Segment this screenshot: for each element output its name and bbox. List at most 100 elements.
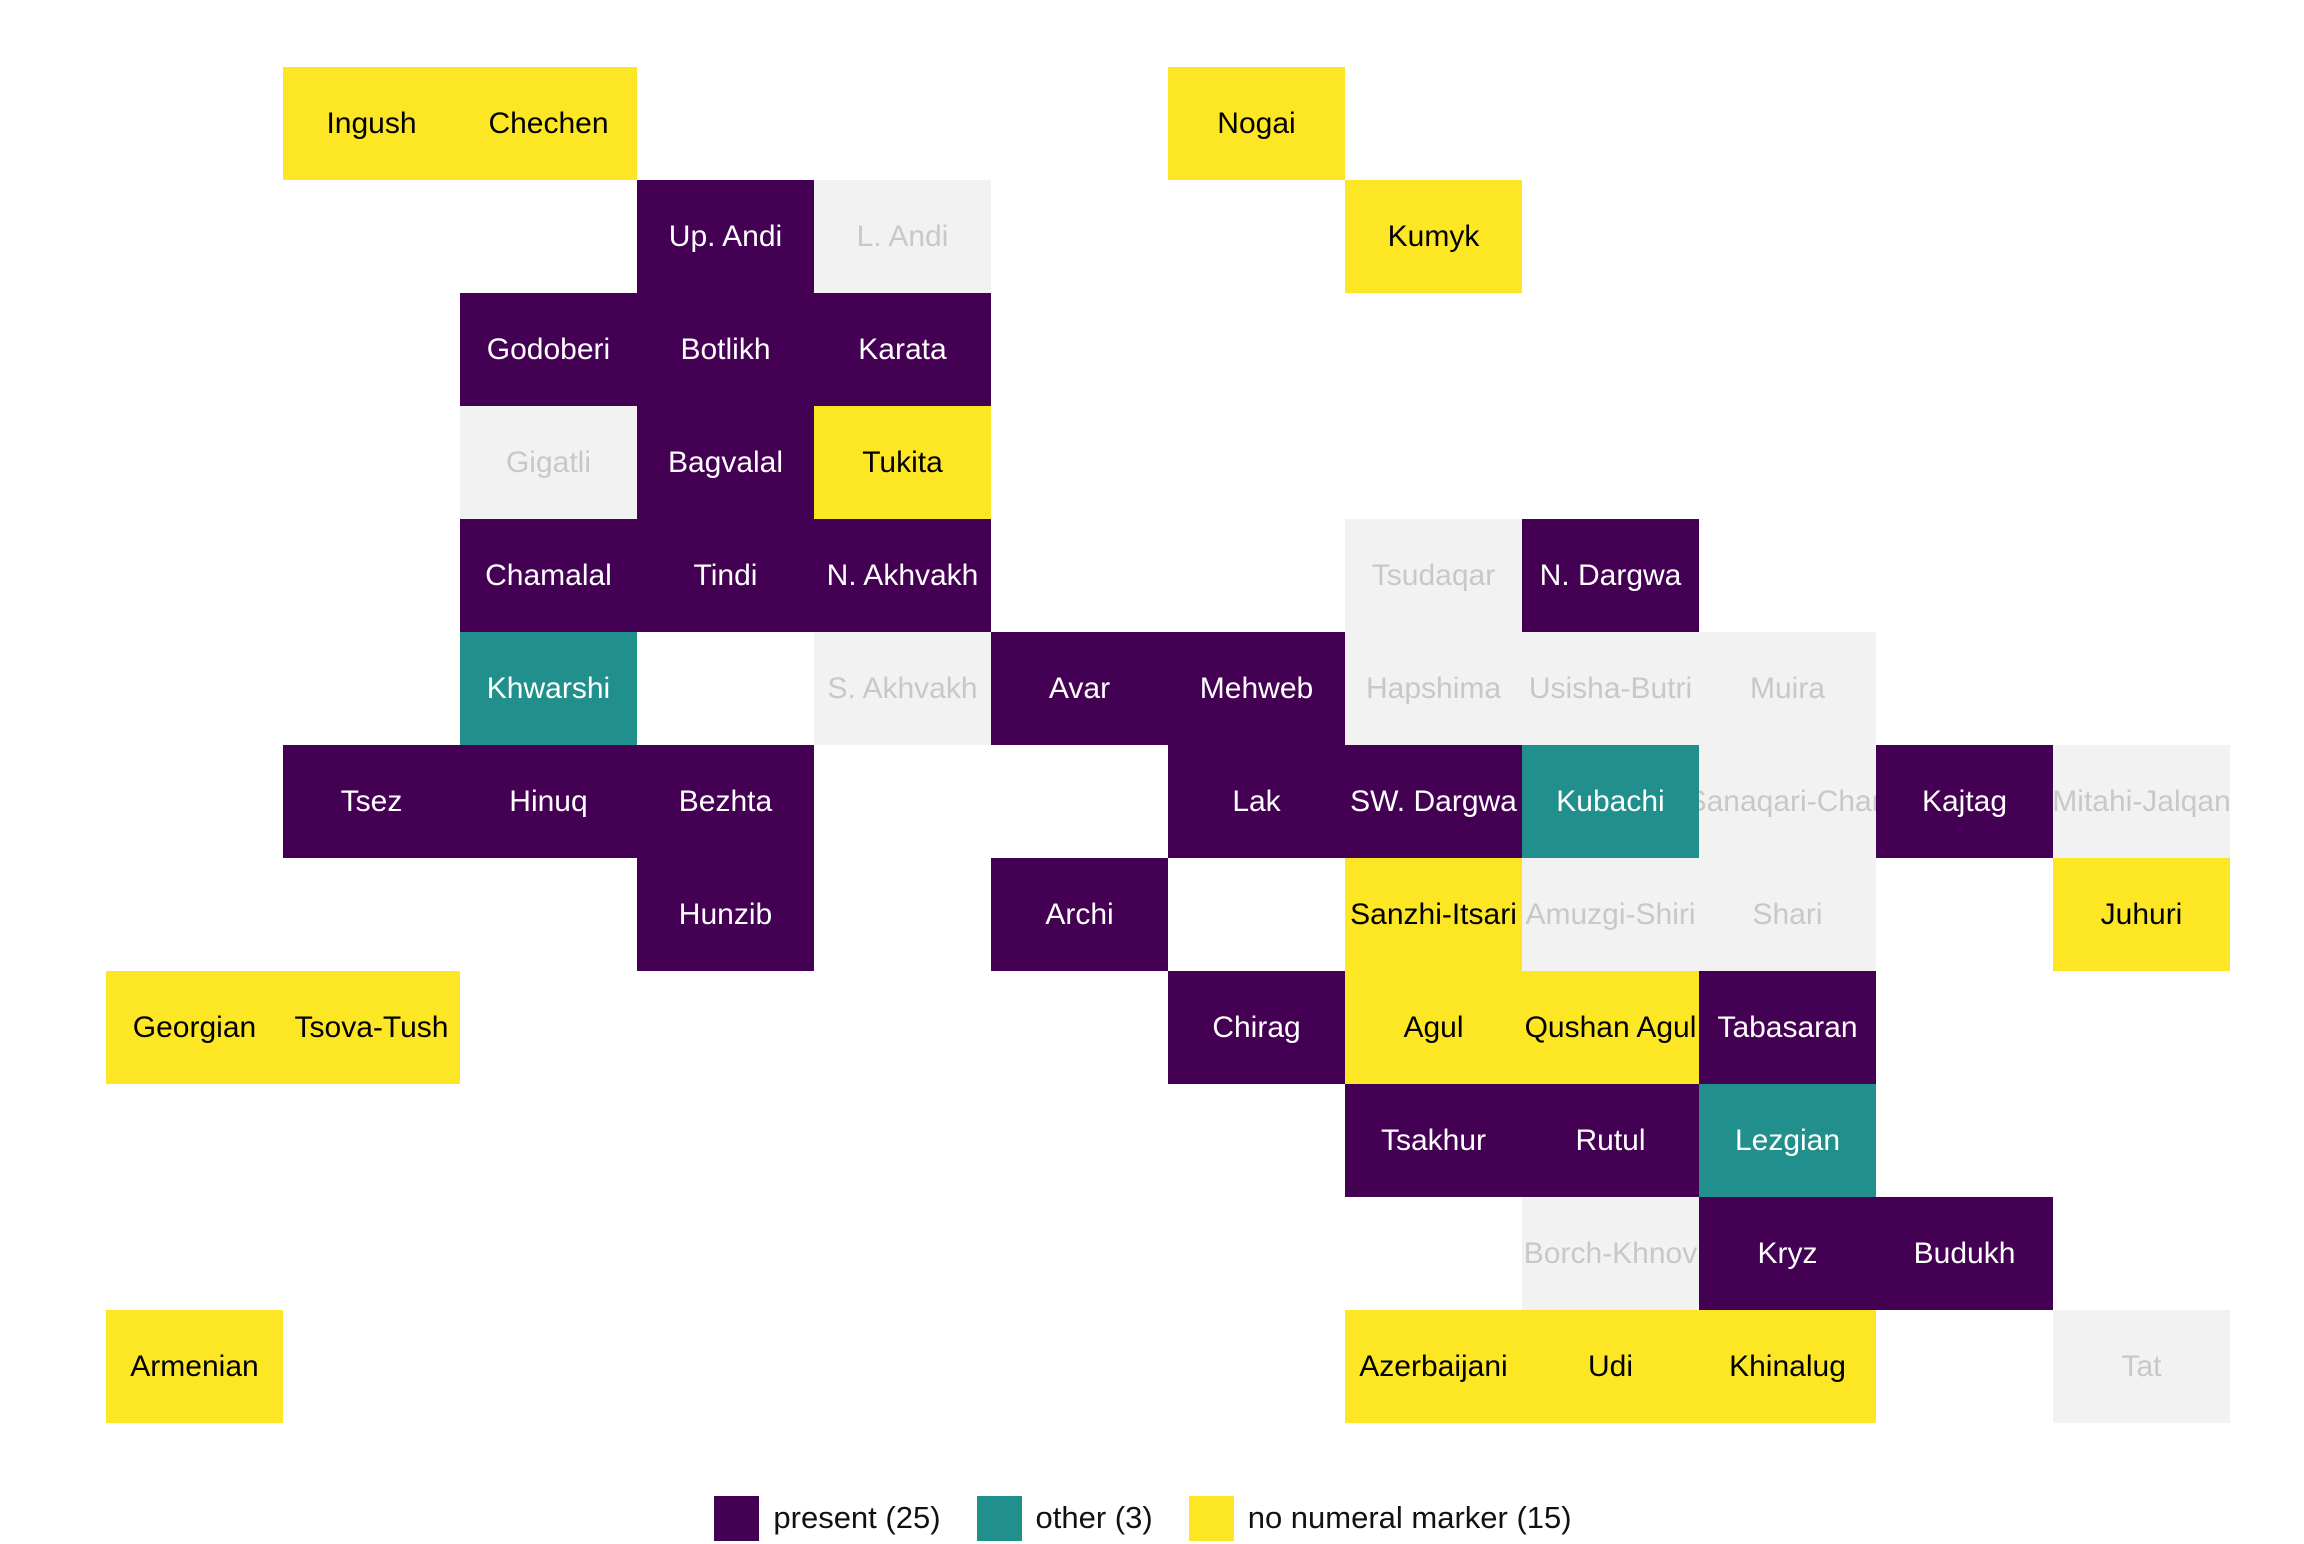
tile-label: Tindi (693, 558, 758, 592)
tile-georgian: Georgian (106, 971, 283, 1084)
legend-item-other: other (3) (976, 1495, 1153, 1541)
tile-mitahi-jalqan: Mitahi-Jalqan (2053, 745, 2230, 858)
tile-label: Borch-Khnov (1523, 1236, 1698, 1270)
tile-label: S. Akhvakh (827, 671, 978, 705)
tile-label: Archi (1045, 897, 1114, 931)
tile-label: N. Dargwa (1539, 558, 1682, 592)
tile-s-akhvakh: S. Akhvakh (814, 632, 991, 745)
tile-amuzgi-shiri: Amuzgi-Shiri (1522, 858, 1699, 971)
tile-label: Tsakhur (1380, 1123, 1487, 1157)
tile-armenian: Armenian (106, 1310, 283, 1423)
tile-shari: Shari (1699, 858, 1876, 971)
tile-label: Chechen (488, 106, 609, 140)
tile-tsakhur: Tsakhur (1345, 1084, 1522, 1197)
tile-l-andi: L. Andi (814, 180, 991, 293)
tile-label: Sanaqari-Chan (1699, 784, 1876, 818)
tile-azerbaijani: Azerbaijani (1345, 1310, 1522, 1423)
tile-label: Hapshima (1365, 671, 1502, 705)
tile-botlikh: Botlikh (637, 293, 814, 406)
tile-label: Ingush (326, 106, 417, 140)
tile-label: Avar (1048, 671, 1111, 705)
tile-sanzhi-itsari: Sanzhi-Itsari (1345, 858, 1522, 971)
tile-hapshima: Hapshima (1345, 632, 1522, 745)
tile-tsudaqar: Tsudaqar (1345, 519, 1522, 632)
tile-agul: Agul (1345, 971, 1522, 1084)
tile-rutul: Rutul (1522, 1084, 1699, 1197)
tile-juhuri: Juhuri (2053, 858, 2230, 971)
tile-label: Amuzgi-Shiri (1525, 897, 1696, 931)
tile-muira: Muira (1699, 632, 1876, 745)
tile-archi: Archi (991, 858, 1168, 971)
tile-karata: Karata (814, 293, 991, 406)
tile-tukita: Tukita (814, 406, 991, 519)
tile-label: Kumyk (1387, 219, 1480, 253)
tile-khinalug: Khinalug (1699, 1310, 1876, 1423)
tile-label: Lak (1232, 784, 1281, 818)
tile-hunzib: Hunzib (637, 858, 814, 971)
tile-qushan-agul: Qushan Agul (1522, 971, 1699, 1084)
tile-label: Tsez (340, 784, 403, 818)
legend-label-no-numeral-marker: no numeral marker (15) (1247, 1500, 1572, 1535)
tile-label: Hinuq (509, 784, 588, 818)
tile-label: Tsudaqar (1371, 558, 1496, 592)
tile-avar: Avar (991, 632, 1168, 745)
tile-label: Gigatli (505, 445, 592, 479)
tile-n-akhvakh: N. Akhvakh (814, 519, 991, 632)
tile-label: Kryz (1757, 1236, 1818, 1270)
tile-budukh: Budukh (1876, 1197, 2053, 1310)
tile-bagvalal: Bagvalal (637, 406, 814, 519)
tile-label: Juhuri (2100, 897, 2183, 931)
tile-label: Chamalal (485, 558, 612, 592)
tile-kajtag: Kajtag (1876, 745, 2053, 858)
tile-label: Georgian (132, 1010, 257, 1044)
tile-up-andi: Up. Andi (637, 180, 814, 293)
tile-kubachi: Kubachi (1522, 745, 1699, 858)
tile-label: Bagvalal (667, 445, 784, 479)
tile-label: Godoberi (486, 332, 611, 366)
tile-label: Qushan Agul (1524, 1010, 1697, 1044)
tile-label: Agul (1403, 1010, 1464, 1044)
tile-label: Khwarshi (486, 671, 611, 705)
tile-label: Hunzib (678, 897, 773, 931)
tile-khwarshi: Khwarshi (460, 632, 637, 745)
tile-label: Karata (858, 332, 947, 366)
tile-udi: Udi (1522, 1310, 1699, 1423)
tile-kryz: Kryz (1699, 1197, 1876, 1310)
tile-label: Khinalug (1729, 1349, 1846, 1383)
tile-gigatli: Gigatli (460, 406, 637, 519)
tile-label: Kajtag (1921, 784, 2008, 818)
tile-label: Usisha-Butri (1528, 671, 1693, 705)
tile-grid-map: Ingush Chechen Nogai Up. Andi L. Andi Kumyk Go… (106, 67, 2230, 1423)
tile-label: Bezhta (678, 784, 773, 818)
tile-label: Azerbaijani (1359, 1349, 1508, 1383)
tile-sw-dargwa: SW. Dargwa (1345, 745, 1522, 858)
tile-label: Lezgian (1734, 1123, 1841, 1157)
tile-label: Mehweb (1199, 671, 1314, 705)
tile-label: Udi (1587, 1349, 1633, 1383)
tile-lezgian: Lezgian (1699, 1084, 1876, 1197)
tile-chirag: Chirag (1168, 971, 1345, 1084)
tile-kumyk: Kumyk (1345, 180, 1522, 293)
tile-label: Kubachi (1556, 784, 1665, 818)
legend: present (25) other (3) no numeral marker… (0, 1492, 2304, 1544)
tile-label: Armenian (130, 1349, 259, 1383)
tile-ingush: Ingush (283, 67, 460, 180)
tile-tat: Tat (2053, 1310, 2230, 1423)
legend-swatch-other (976, 1495, 1022, 1541)
legend-label-other: other (3) (1035, 1500, 1153, 1535)
tile-tindi: Tindi (637, 519, 814, 632)
tile-nogai: Nogai (1168, 67, 1345, 180)
tile-label: Shari (1752, 897, 1823, 931)
tile-label: Mitahi-Jalqan (2053, 784, 2230, 818)
tile-lak: Lak (1168, 745, 1345, 858)
tile-label: Budukh (1913, 1236, 2016, 1270)
tile-tsez: Tsez (283, 745, 460, 858)
legend-item-no-numeral-marker: no numeral marker (15) (1188, 1495, 1572, 1541)
legend-label-present: present (25) (773, 1500, 941, 1535)
tile-borch-khnov: Borch-Khnov (1522, 1197, 1699, 1310)
tile-label: Chirag (1212, 1010, 1301, 1044)
tile-chechen: Chechen (460, 67, 637, 180)
tile-chamalal: Chamalal (460, 519, 637, 632)
tile-bezhta: Bezhta (637, 745, 814, 858)
tile-label: Rutul (1575, 1123, 1646, 1157)
